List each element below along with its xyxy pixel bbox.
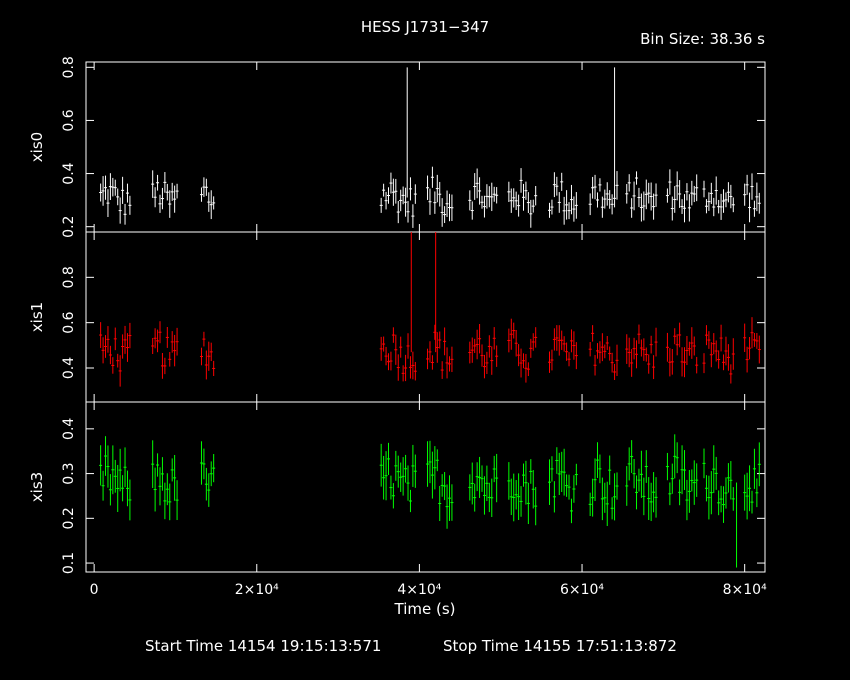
y-tick-label-xis0: 0.8 xyxy=(61,56,77,78)
x-axis: 0 2×10⁴ 4×10⁴ 6×10⁴ 8×10⁴ xyxy=(90,582,767,598)
x-tick-label: 8×10⁴ xyxy=(723,582,767,598)
start-time-label: Start Time 14154 19:15:13:571 xyxy=(145,637,381,655)
y-tick-label-xis3: 0.3 xyxy=(61,462,77,484)
panel-xis0: 0.2 0.4 0.6 0.8 xis0 xyxy=(28,56,766,238)
y-tick-label-xis0: 0.4 xyxy=(61,162,77,184)
panel-frame-xis3 xyxy=(85,401,766,573)
y-tick-label-xis3: 0.1 xyxy=(61,552,77,574)
y-tick-label-xis1: 0.4 xyxy=(61,357,77,379)
y-tick-label-xis0: 0.2 xyxy=(61,216,77,238)
x-tick-label: 4×10⁴ xyxy=(397,582,441,598)
bin-size-label: Bin Size: 38.36 s xyxy=(640,30,765,48)
stop-time-label: Stop Time 14155 17:51:13:872 xyxy=(443,637,677,655)
y-tick-label-xis3: 0.4 xyxy=(61,418,77,440)
y-axis-label-xis3: xis3 xyxy=(28,472,46,502)
panel-xis1: 0.4 0.6 0.8 xis1 xyxy=(28,231,766,403)
x-tick-label: 0 xyxy=(90,582,99,598)
y-axis-label-xis1: xis1 xyxy=(28,302,46,332)
y-tick-label-xis0: 0.6 xyxy=(61,109,77,131)
x-tick-label: 2×10⁴ xyxy=(235,582,279,598)
y-axis-label-xis0: xis0 xyxy=(28,132,46,162)
y-tick-label-xis1: 0.8 xyxy=(61,266,77,288)
y-tick-label-xis1: 0.6 xyxy=(61,311,77,333)
panel-frame-xis0 xyxy=(85,61,766,233)
series-xis1 xyxy=(99,232,761,387)
panel-xis3: 0.1 0.2 0.3 0.4 xis3 xyxy=(28,401,766,574)
series-xis0 xyxy=(99,67,761,228)
chart-title: HESS J1731−347 xyxy=(361,18,489,36)
x-tick-label: 6×10⁴ xyxy=(560,582,604,598)
x-axis-label: Time (s) xyxy=(394,600,456,618)
panel-frame-xis1 xyxy=(85,231,766,403)
y-tick-label-xis3: 0.2 xyxy=(61,507,77,529)
panels-group: 0.20.40.60.8xis00.40.60.8xis10.10.20.30.… xyxy=(28,56,766,574)
series-xis3 xyxy=(99,434,761,568)
